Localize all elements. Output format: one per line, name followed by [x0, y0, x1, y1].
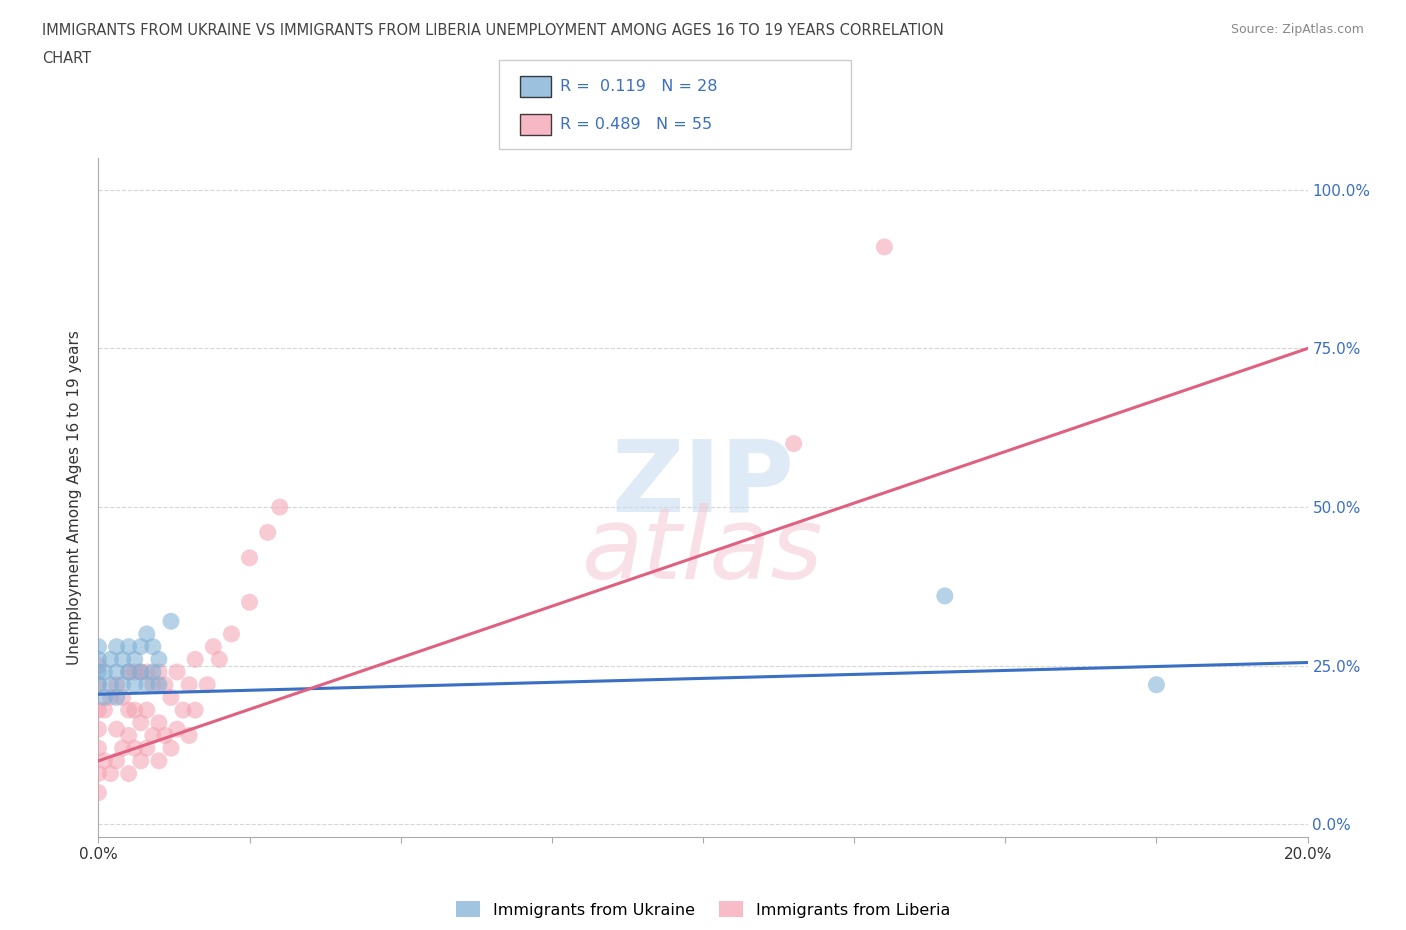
Text: atlas: atlas: [582, 503, 824, 601]
Point: [135, 740, 157, 755]
Point: [100, 652, 122, 667]
Point: [208, 652, 231, 667]
Point: [142, 639, 165, 654]
Point: [124, 677, 146, 692]
Point: [153, 728, 176, 743]
Point: [166, 722, 188, 737]
Point: [100, 690, 122, 705]
Text: ZIP: ZIP: [612, 435, 794, 533]
Point: [87, 658, 110, 673]
Point: [148, 652, 170, 667]
Point: [148, 677, 170, 692]
Point: [118, 728, 141, 743]
Y-axis label: Unemployment Among Ages 16 to 19 years: Unemployment Among Ages 16 to 19 years: [67, 330, 83, 665]
Point: [87, 677, 110, 692]
Point: [160, 614, 183, 629]
Point: [105, 690, 128, 705]
Point: [118, 766, 141, 781]
Point: [100, 677, 122, 692]
Point: [129, 753, 152, 768]
Point: [160, 690, 183, 705]
Point: [129, 715, 152, 730]
Point: [87, 740, 110, 755]
Point: [93, 690, 115, 705]
Point: [148, 715, 170, 730]
Point: [124, 703, 146, 718]
Text: CHART: CHART: [42, 51, 91, 66]
Text: R = 0.489   N = 55: R = 0.489 N = 55: [560, 117, 711, 132]
Point: [87, 785, 110, 800]
Point: [783, 436, 806, 451]
Point: [179, 728, 201, 743]
Point: [148, 665, 170, 680]
Point: [87, 722, 110, 737]
Point: [105, 677, 128, 692]
Point: [93, 703, 115, 718]
Point: [135, 627, 157, 642]
Point: [87, 677, 110, 692]
Point: [118, 665, 141, 680]
Point: [1144, 677, 1167, 692]
Text: R =  0.119   N = 28: R = 0.119 N = 28: [560, 79, 717, 94]
Point: [148, 753, 170, 768]
Point: [124, 652, 146, 667]
Point: [87, 703, 110, 718]
Point: [87, 766, 110, 781]
Point: [129, 639, 152, 654]
Point: [142, 677, 165, 692]
Point: [93, 753, 115, 768]
Point: [195, 677, 218, 692]
Point: [256, 525, 278, 540]
Point: [105, 753, 128, 768]
Text: IMMIGRANTS FROM UKRAINE VS IMMIGRANTS FROM LIBERIA UNEMPLOYMENT AMONG AGES 16 TO: IMMIGRANTS FROM UKRAINE VS IMMIGRANTS FR…: [42, 23, 943, 38]
Point: [100, 766, 122, 781]
Point: [118, 639, 141, 654]
Point: [172, 703, 194, 718]
Point: [184, 703, 207, 718]
Point: [111, 652, 134, 667]
Point: [221, 627, 243, 642]
Point: [105, 639, 128, 654]
Point: [105, 722, 128, 737]
Point: [184, 652, 207, 667]
Point: [873, 240, 896, 255]
Point: [934, 589, 956, 604]
Point: [111, 677, 134, 692]
Point: [142, 728, 165, 743]
Point: [118, 703, 141, 718]
Point: [124, 740, 146, 755]
Point: [124, 665, 146, 680]
Point: [93, 665, 115, 680]
Point: [269, 499, 291, 514]
Point: [202, 639, 225, 654]
Point: [129, 665, 152, 680]
Point: [135, 665, 157, 680]
Point: [87, 652, 110, 667]
Point: [105, 665, 128, 680]
Point: [135, 703, 157, 718]
Point: [111, 740, 134, 755]
Point: [135, 677, 157, 692]
Point: [179, 677, 201, 692]
Point: [239, 595, 262, 610]
Point: [87, 639, 110, 654]
Point: [118, 665, 141, 680]
Legend: Immigrants from Ukraine, Immigrants from Liberia: Immigrants from Ukraine, Immigrants from…: [450, 895, 956, 924]
Point: [129, 665, 152, 680]
Point: [87, 665, 110, 680]
Point: [111, 690, 134, 705]
Point: [239, 551, 262, 565]
Point: [160, 740, 183, 755]
Text: Source: ZipAtlas.com: Source: ZipAtlas.com: [1230, 23, 1364, 36]
Point: [166, 665, 188, 680]
Point: [153, 677, 176, 692]
Point: [142, 665, 165, 680]
